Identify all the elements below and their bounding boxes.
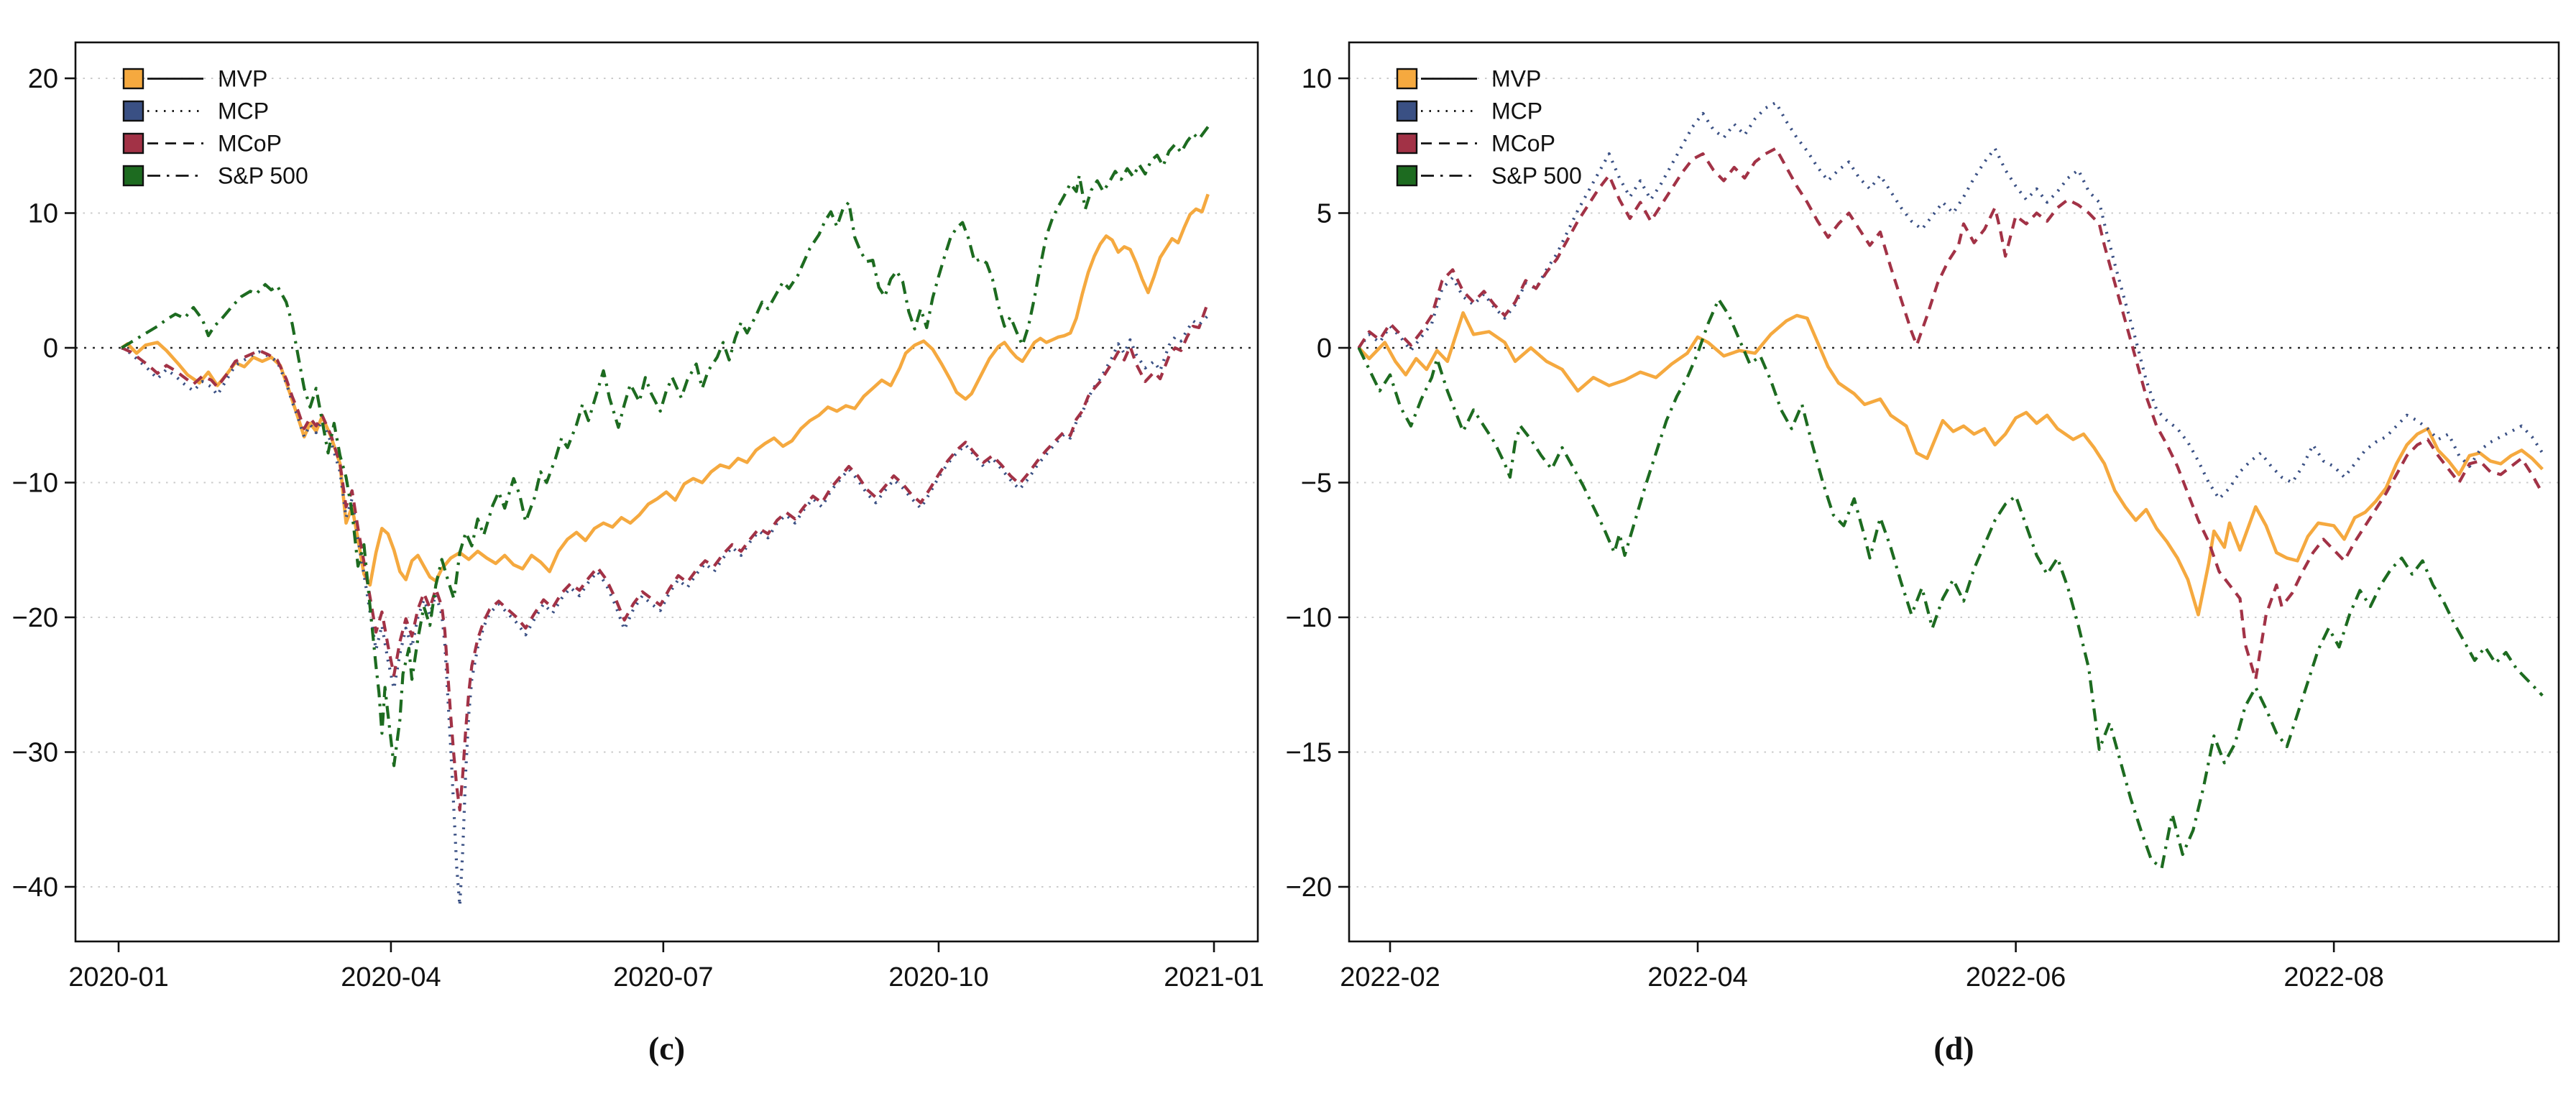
series-mvp-line xyxy=(1357,310,2544,617)
legend: MVP MCP MCoP S&P 500 xyxy=(122,66,308,189)
series-s-p-500-line xyxy=(121,126,1210,768)
y-tick-label: −15 xyxy=(1286,738,1332,768)
y-tick-label: −40 xyxy=(12,872,58,903)
series-mvp-line xyxy=(120,193,1210,587)
legend-label: S&P 500 xyxy=(218,163,308,189)
x-tick-label: 2021-01 xyxy=(1164,962,1264,992)
legend-swatch-mvp xyxy=(122,68,144,90)
x-tick-label: 2020-01 xyxy=(68,962,168,992)
legend-swatch-mvp xyxy=(1396,68,1418,90)
legend-swatch-mcop xyxy=(1396,132,1418,155)
series-mcop-line xyxy=(121,301,1210,812)
legend-label: MCP xyxy=(1491,98,1542,124)
x-tick-label: 2022-06 xyxy=(1966,962,2066,992)
legend-swatch-s-p-500 xyxy=(1396,165,1418,187)
legend-label: S&P 500 xyxy=(1491,163,1582,189)
legend-label: MCP xyxy=(218,98,269,124)
x-tick-label: 2022-02 xyxy=(1340,962,1440,992)
chart-c: 20 10 0 −10 −20 −30 −40 2020-01 2020-04 2020-07 20… xyxy=(12,41,1264,992)
y-tick-label: 0 xyxy=(43,333,58,364)
legend-swatch-s-p-500 xyxy=(122,165,144,187)
y-tick-label: −20 xyxy=(1286,872,1332,903)
x-tick-label: 2020-07 xyxy=(613,962,713,992)
legend: MVP MCP MCoP S&P 500 xyxy=(1396,66,1582,189)
caption-left-chart: (c) xyxy=(648,1030,686,1067)
plot-border xyxy=(1348,41,2560,943)
series-mcop-line xyxy=(1357,147,2544,681)
y-tick-label: 10 xyxy=(28,199,58,229)
legend-swatch-mcp xyxy=(1396,100,1418,122)
caption-right-chart: (d) xyxy=(1933,1030,1974,1067)
x-tick-label: 2020-10 xyxy=(888,962,988,992)
legend-label: MVP xyxy=(218,66,267,92)
y-tick-label: −10 xyxy=(1286,603,1332,633)
y-tick-label: 5 xyxy=(1317,199,1332,229)
y-tick-label: −10 xyxy=(12,469,58,499)
legend-label: MCoP xyxy=(218,131,282,157)
x-tick-label: 2020-04 xyxy=(341,962,441,992)
y-tick-label: −20 xyxy=(12,603,58,633)
y-tick-label: 20 xyxy=(28,64,58,94)
chart-d: 10 5 0 −5 −10 −15 −20 2022-02 2022-04 2022-06 2022… xyxy=(1286,41,2560,992)
y-tick-label: −5 xyxy=(1301,469,1332,499)
x-tick-label: 2022-04 xyxy=(1647,962,1747,992)
legend-label: MCoP xyxy=(1491,131,1555,157)
y-tick-label: 0 xyxy=(1317,333,1332,364)
legend-swatch-mcop xyxy=(122,132,144,155)
y-tick-label: −30 xyxy=(12,738,58,768)
series-s-p-500-line xyxy=(1357,298,2544,870)
series-mcp-line xyxy=(121,314,1210,908)
plot-border xyxy=(74,41,1259,943)
series-mcp-line xyxy=(1357,101,2544,501)
legend-swatch-mcp xyxy=(122,100,144,122)
legend-label: MVP xyxy=(1491,66,1541,92)
y-tick-label: 10 xyxy=(1302,64,1332,94)
x-tick-label: 2022-08 xyxy=(2283,962,2383,992)
